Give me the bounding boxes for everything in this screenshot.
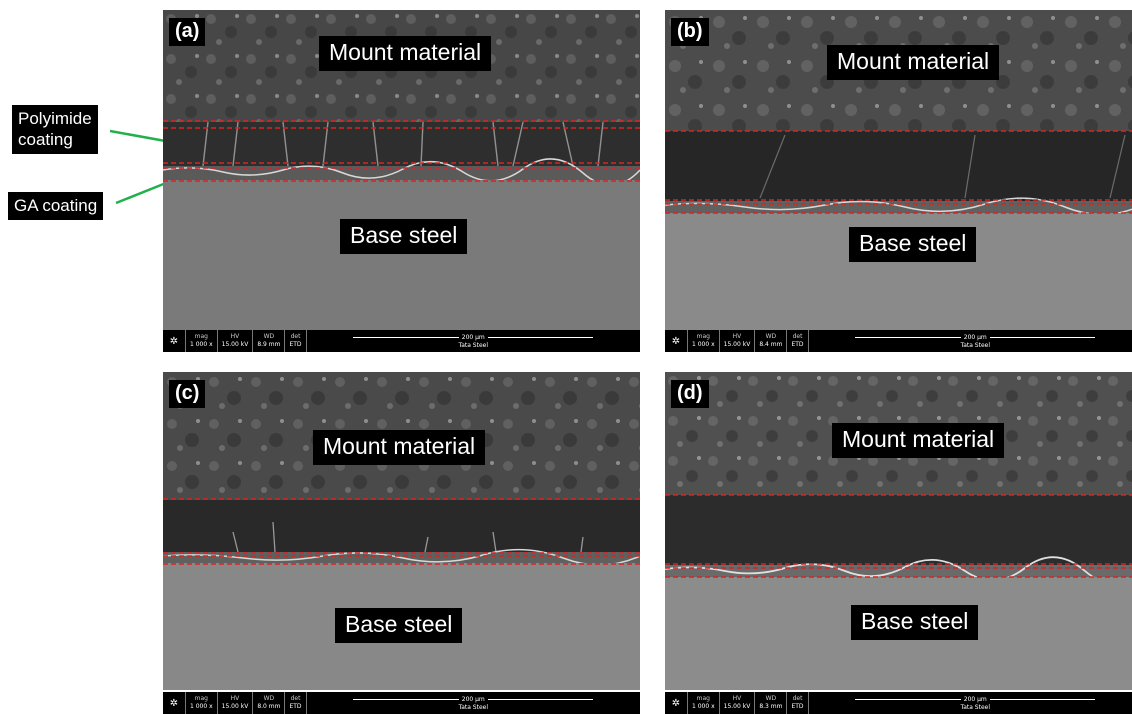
wd-value: 8.0 mm (257, 703, 281, 710)
polyimide-coating-callout: Polyimide coating (12, 105, 98, 154)
det-value: ETD (289, 341, 302, 348)
wd-value: 8.4 mm (759, 341, 783, 348)
det-value: ETD (791, 341, 804, 348)
sem-panel-d: (d) Mount material Base steel ✲ mag 1 000… (665, 372, 1132, 714)
panel-tag: (d) (671, 380, 709, 408)
ga-layer (163, 166, 640, 180)
sem-databar: ✲ mag 1 000 x HV 15.00 kV WD 8.4 mm det ETD … (665, 330, 1132, 352)
wd-value: 8.9 mm (257, 341, 281, 348)
mag-value: 1 000 x (692, 341, 715, 348)
microscope-logo-icon: ✲ (163, 692, 186, 714)
hv-value: 15.00 kV (723, 703, 751, 710)
mag-value: 1 000 x (190, 341, 213, 348)
mount-material-label: Mount material (313, 430, 486, 465)
base-steel-label: Base steel (335, 608, 463, 643)
det-value: ETD (289, 703, 302, 710)
microscope-logo-icon: ✲ (163, 330, 186, 352)
mount-material-label: Mount material (827, 45, 1000, 80)
mount-material-label: Mount material (832, 423, 1005, 458)
sem-databar: ✲ mag 1 000 x HV 15.00 kV WD 8.0 mm det ETD … (163, 692, 640, 714)
ga-coating-callout: GA coating (8, 192, 104, 220)
base-steel-label: Base steel (851, 605, 979, 640)
scale-bar: 200 µm (353, 696, 594, 703)
sem-panel-b: (b) Mount material Base steel ✲ mag 1 000… (665, 10, 1132, 352)
company-label: Tata Steel (458, 341, 489, 349)
scale-bar: 200 µm (353, 334, 594, 341)
hv-value: 15.00 kV (723, 341, 751, 348)
company-label: Tata Steel (960, 341, 991, 349)
base-steel-label: Base steel (340, 219, 468, 254)
company-label: Tata Steel (458, 703, 489, 711)
scale-bar: 200 µm (855, 334, 1096, 341)
panel-tag: (a) (169, 18, 206, 46)
sem-databar: ✲ mag 1 000 x HV 15.00 kV WD 8.3 mm det ETD … (665, 692, 1132, 714)
mag-value: 1 000 x (692, 703, 715, 710)
microscope-logo-icon: ✲ (665, 692, 688, 714)
sem-panel-c: (c) Mount material Base steel ✲ mag 1 000… (163, 372, 640, 714)
panel-tag: (b) (671, 18, 709, 46)
microscope-logo-icon: ✲ (665, 330, 688, 352)
company-label: Tata Steel (960, 703, 991, 711)
panel-tag: (c) (169, 380, 206, 408)
base-steel-region (163, 180, 640, 330)
scale-bar: 200 µm (855, 696, 1096, 703)
sem-databar: ✲ mag 1 000 x HV 15.00 kV WD 8.9 mm det ETD … (163, 330, 640, 352)
mount-material-label: Mount material (319, 36, 492, 71)
det-value: ETD (791, 703, 804, 710)
sem-panel-a: (a) Mount material Base steel ✲ mag 1 000… (163, 10, 640, 352)
wd-value: 8.3 mm (759, 703, 783, 710)
mag-value: 1 000 x (190, 703, 213, 710)
hv-value: 15.00 kV (221, 703, 249, 710)
base-steel-label: Base steel (849, 227, 977, 262)
hv-value: 15.00 kV (221, 341, 249, 348)
polyimide-layer (163, 122, 640, 166)
